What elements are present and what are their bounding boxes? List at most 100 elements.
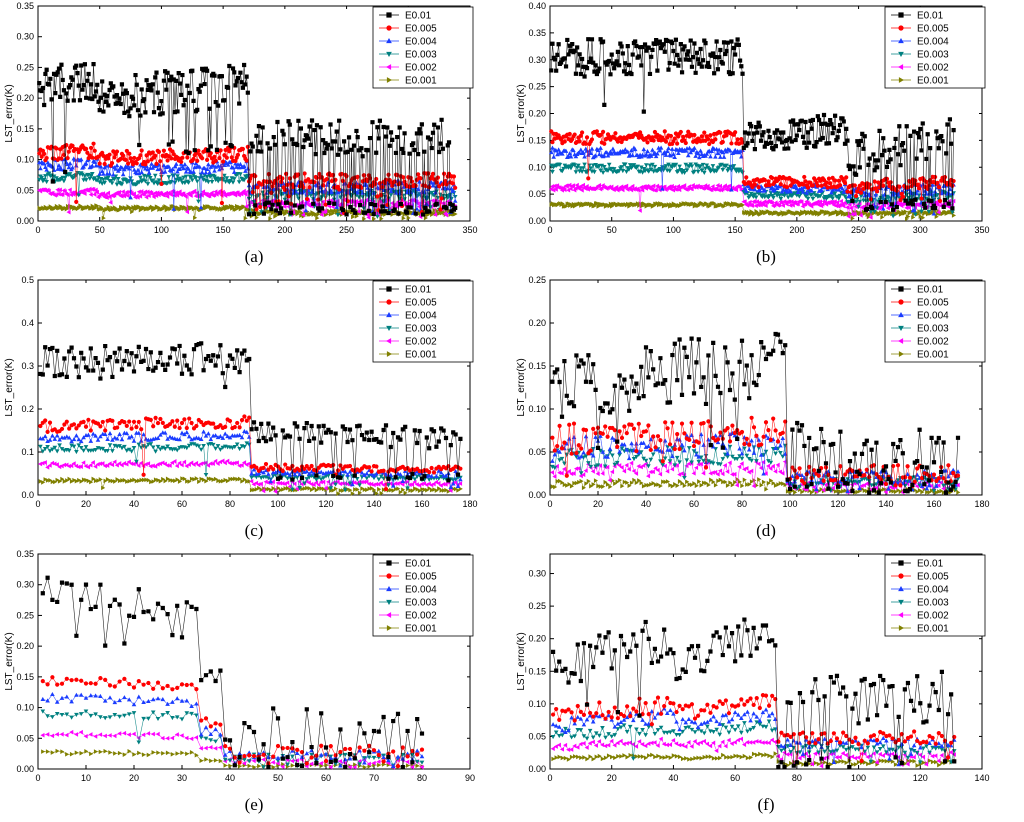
x-tick-label: 160 <box>926 499 941 509</box>
legend-label: E0.01 <box>917 559 944 570</box>
legend-marker <box>898 338 904 344</box>
y-axis-label: LST_error(K) <box>516 358 527 416</box>
legend-label: E0.002 <box>405 337 437 348</box>
legend-label: E0.003 <box>917 324 949 335</box>
series-E0-003 <box>550 719 957 765</box>
legend-box <box>372 6 474 89</box>
series-E0-001 <box>38 476 463 496</box>
x-tick-label: 200 <box>789 225 804 235</box>
series-markers <box>40 691 425 768</box>
legend-box <box>884 280 986 363</box>
series-E0-004 <box>40 691 425 768</box>
x-tick-label: 80 <box>225 499 235 509</box>
x-tick-label: 250 <box>851 225 866 235</box>
y-tick-label: 0.00 <box>16 764 34 774</box>
legend-marker <box>386 586 392 592</box>
legend-label: E0.01 <box>917 285 944 296</box>
x-tick-label: 300 <box>913 225 928 235</box>
x-tick-label: 60 <box>177 499 187 509</box>
x-tick-label: 50 <box>607 225 617 235</box>
x-tick-label: 100 <box>270 499 285 509</box>
y-tick-label: 0.20 <box>528 318 546 328</box>
legend-label: E0.004 <box>917 37 949 48</box>
series-markers <box>549 200 957 222</box>
x-tick-label: 200 <box>277 225 292 235</box>
x-tick-label: 180 <box>462 499 477 509</box>
plot-frame <box>37 553 471 770</box>
x-tick-label: 100 <box>666 225 681 235</box>
series-markers <box>37 141 458 216</box>
legend-marker <box>898 612 904 618</box>
legend-marker <box>898 286 904 292</box>
legend-marker <box>386 573 392 579</box>
y-tick-label: 0.20 <box>528 634 546 644</box>
series-E0-004 <box>550 706 957 767</box>
legend-label: E0.002 <box>917 63 949 74</box>
y-tick-label: 0.2 <box>21 404 34 414</box>
x-tick-label: 0 <box>547 773 552 783</box>
series-E0-002 <box>549 459 960 495</box>
legend-label: E0.005 <box>405 572 437 583</box>
series-markers <box>550 415 961 489</box>
legend-marker <box>898 573 904 579</box>
x-tick-label: 20 <box>593 499 603 509</box>
series-E0-003 <box>40 709 425 770</box>
series-markers <box>550 719 957 765</box>
x-tick-label: 150 <box>728 225 743 235</box>
x-tick-label: 60 <box>321 773 331 783</box>
legend-label: E0.003 <box>917 50 949 61</box>
x-tick-label: 140 <box>974 773 989 783</box>
y-tick-label: 0.00 <box>16 216 34 226</box>
y-tick-label: 0.30 <box>16 32 34 42</box>
x-tick-label: 40 <box>129 499 139 509</box>
y-tick-label: 0.25 <box>528 82 546 92</box>
y-tick-label: 0.3 <box>21 361 34 371</box>
panel-c: 0.0 0.1 0.2 0.3 0.4 0.5 0 20 40 60 80 100 120 140 160 1… <box>0 274 512 548</box>
legend-marker <box>386 312 392 318</box>
x-tick-label: 350 <box>462 225 477 235</box>
x-tick-label: 50 <box>273 773 283 783</box>
legend-label: E0.004 <box>405 585 437 596</box>
legend-label: E0.001 <box>405 624 437 635</box>
y-tick-label: 0.15 <box>16 124 34 134</box>
x-tick-label: 150 <box>216 225 231 235</box>
x-tick-label: 0 <box>35 499 40 509</box>
x-tick-label: 60 <box>689 499 699 509</box>
panel-label: (f) <box>758 795 775 814</box>
legend-marker <box>898 625 904 631</box>
y-axis-label: LST_error(K) <box>4 358 15 416</box>
x-tick-label: 50 <box>95 225 105 235</box>
x-tick-label: 20 <box>607 773 617 783</box>
plot-frame <box>37 279 471 496</box>
panel-a: 0.00 0.05 0.10 0.15 0.20 0.25 0.30 0.35 0 50 100 15… <box>0 0 512 274</box>
y-tick-label: 0.35 <box>528 28 546 38</box>
y-tick-label: 0.15 <box>528 666 546 676</box>
series-E0-003 <box>548 162 956 219</box>
y-tick-label: 0.25 <box>528 275 546 285</box>
x-tick-label: 100 <box>851 773 866 783</box>
y-tick-label: 0.10 <box>528 404 546 414</box>
panel-label: (a) <box>245 247 264 266</box>
series-markers <box>549 129 956 203</box>
legend-marker <box>386 51 392 57</box>
legend-marker <box>898 12 904 18</box>
series-E0-002 <box>550 736 956 769</box>
y-tick-label: 0.30 <box>16 580 34 590</box>
y-tick-label: 0.15 <box>528 135 546 145</box>
x-tick-label: 300 <box>401 225 416 235</box>
y-tick-label: 0.10 <box>528 162 546 172</box>
x-tick-label: 40 <box>225 773 235 783</box>
legend-label: E0.002 <box>917 337 949 348</box>
legend-box <box>372 554 474 637</box>
y-tick-label: 0.4 <box>21 318 34 328</box>
legend-label: E0.004 <box>405 311 437 322</box>
series-E0-01 <box>550 331 961 495</box>
panel-label: (e) <box>245 795 264 814</box>
series-E0-004 <box>38 428 463 489</box>
x-tick-label: 0 <box>35 773 40 783</box>
legend-marker <box>386 299 392 305</box>
series-markers <box>548 162 956 219</box>
legend-marker <box>898 64 904 70</box>
legend-marker <box>898 586 904 592</box>
y-tick-label: 0.05 <box>528 447 546 457</box>
